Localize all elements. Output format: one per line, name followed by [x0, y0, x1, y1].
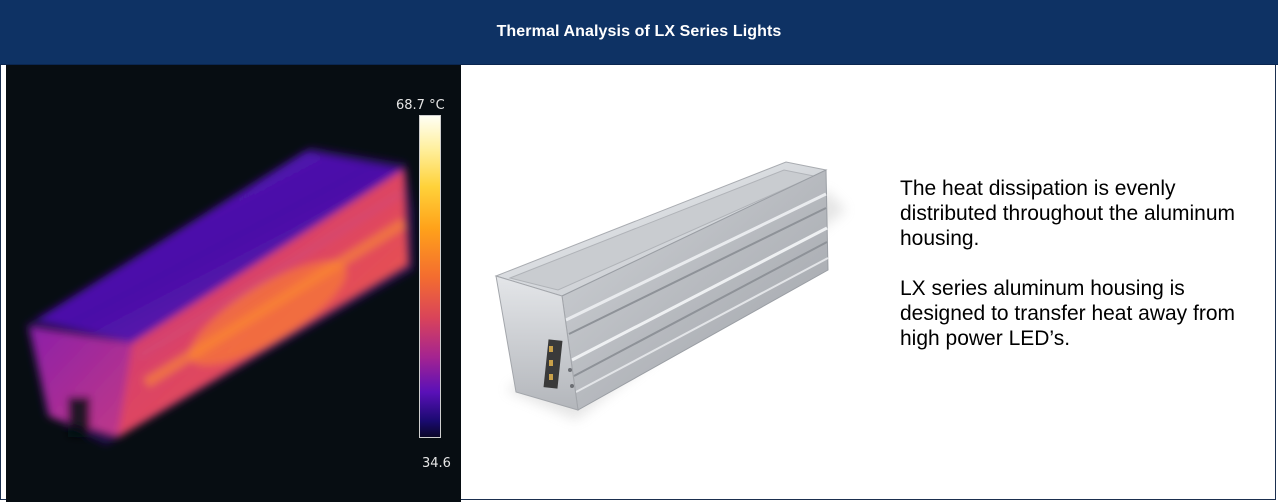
product-photo: [466, 120, 866, 440]
temperature-scale-min: 34.6: [422, 456, 451, 471]
description-paragraph-housing: LX series aluminum housing is designed t…: [900, 277, 1236, 350]
thermal-image: [26, 147, 414, 445]
led-housing-illustration: [494, 161, 846, 420]
thermal-housing-shape: [26, 147, 414, 445]
page-header: Thermal Analysis of LX Series Lights: [0, 0, 1278, 65]
temperature-colorbar: [419, 115, 441, 438]
description-text: The heat dissipation is evenly distribut…: [900, 176, 1260, 376]
thermal-image-panel: 68.7 °C 34.6: [6, 65, 461, 502]
temperature-scale-max: 68.7 °C: [396, 98, 445, 113]
page-title: Thermal Analysis of LX Series Lights: [496, 23, 782, 40]
description-paragraph-heat-dissipation: The heat dissipation is evenly distribut…: [900, 177, 1236, 250]
